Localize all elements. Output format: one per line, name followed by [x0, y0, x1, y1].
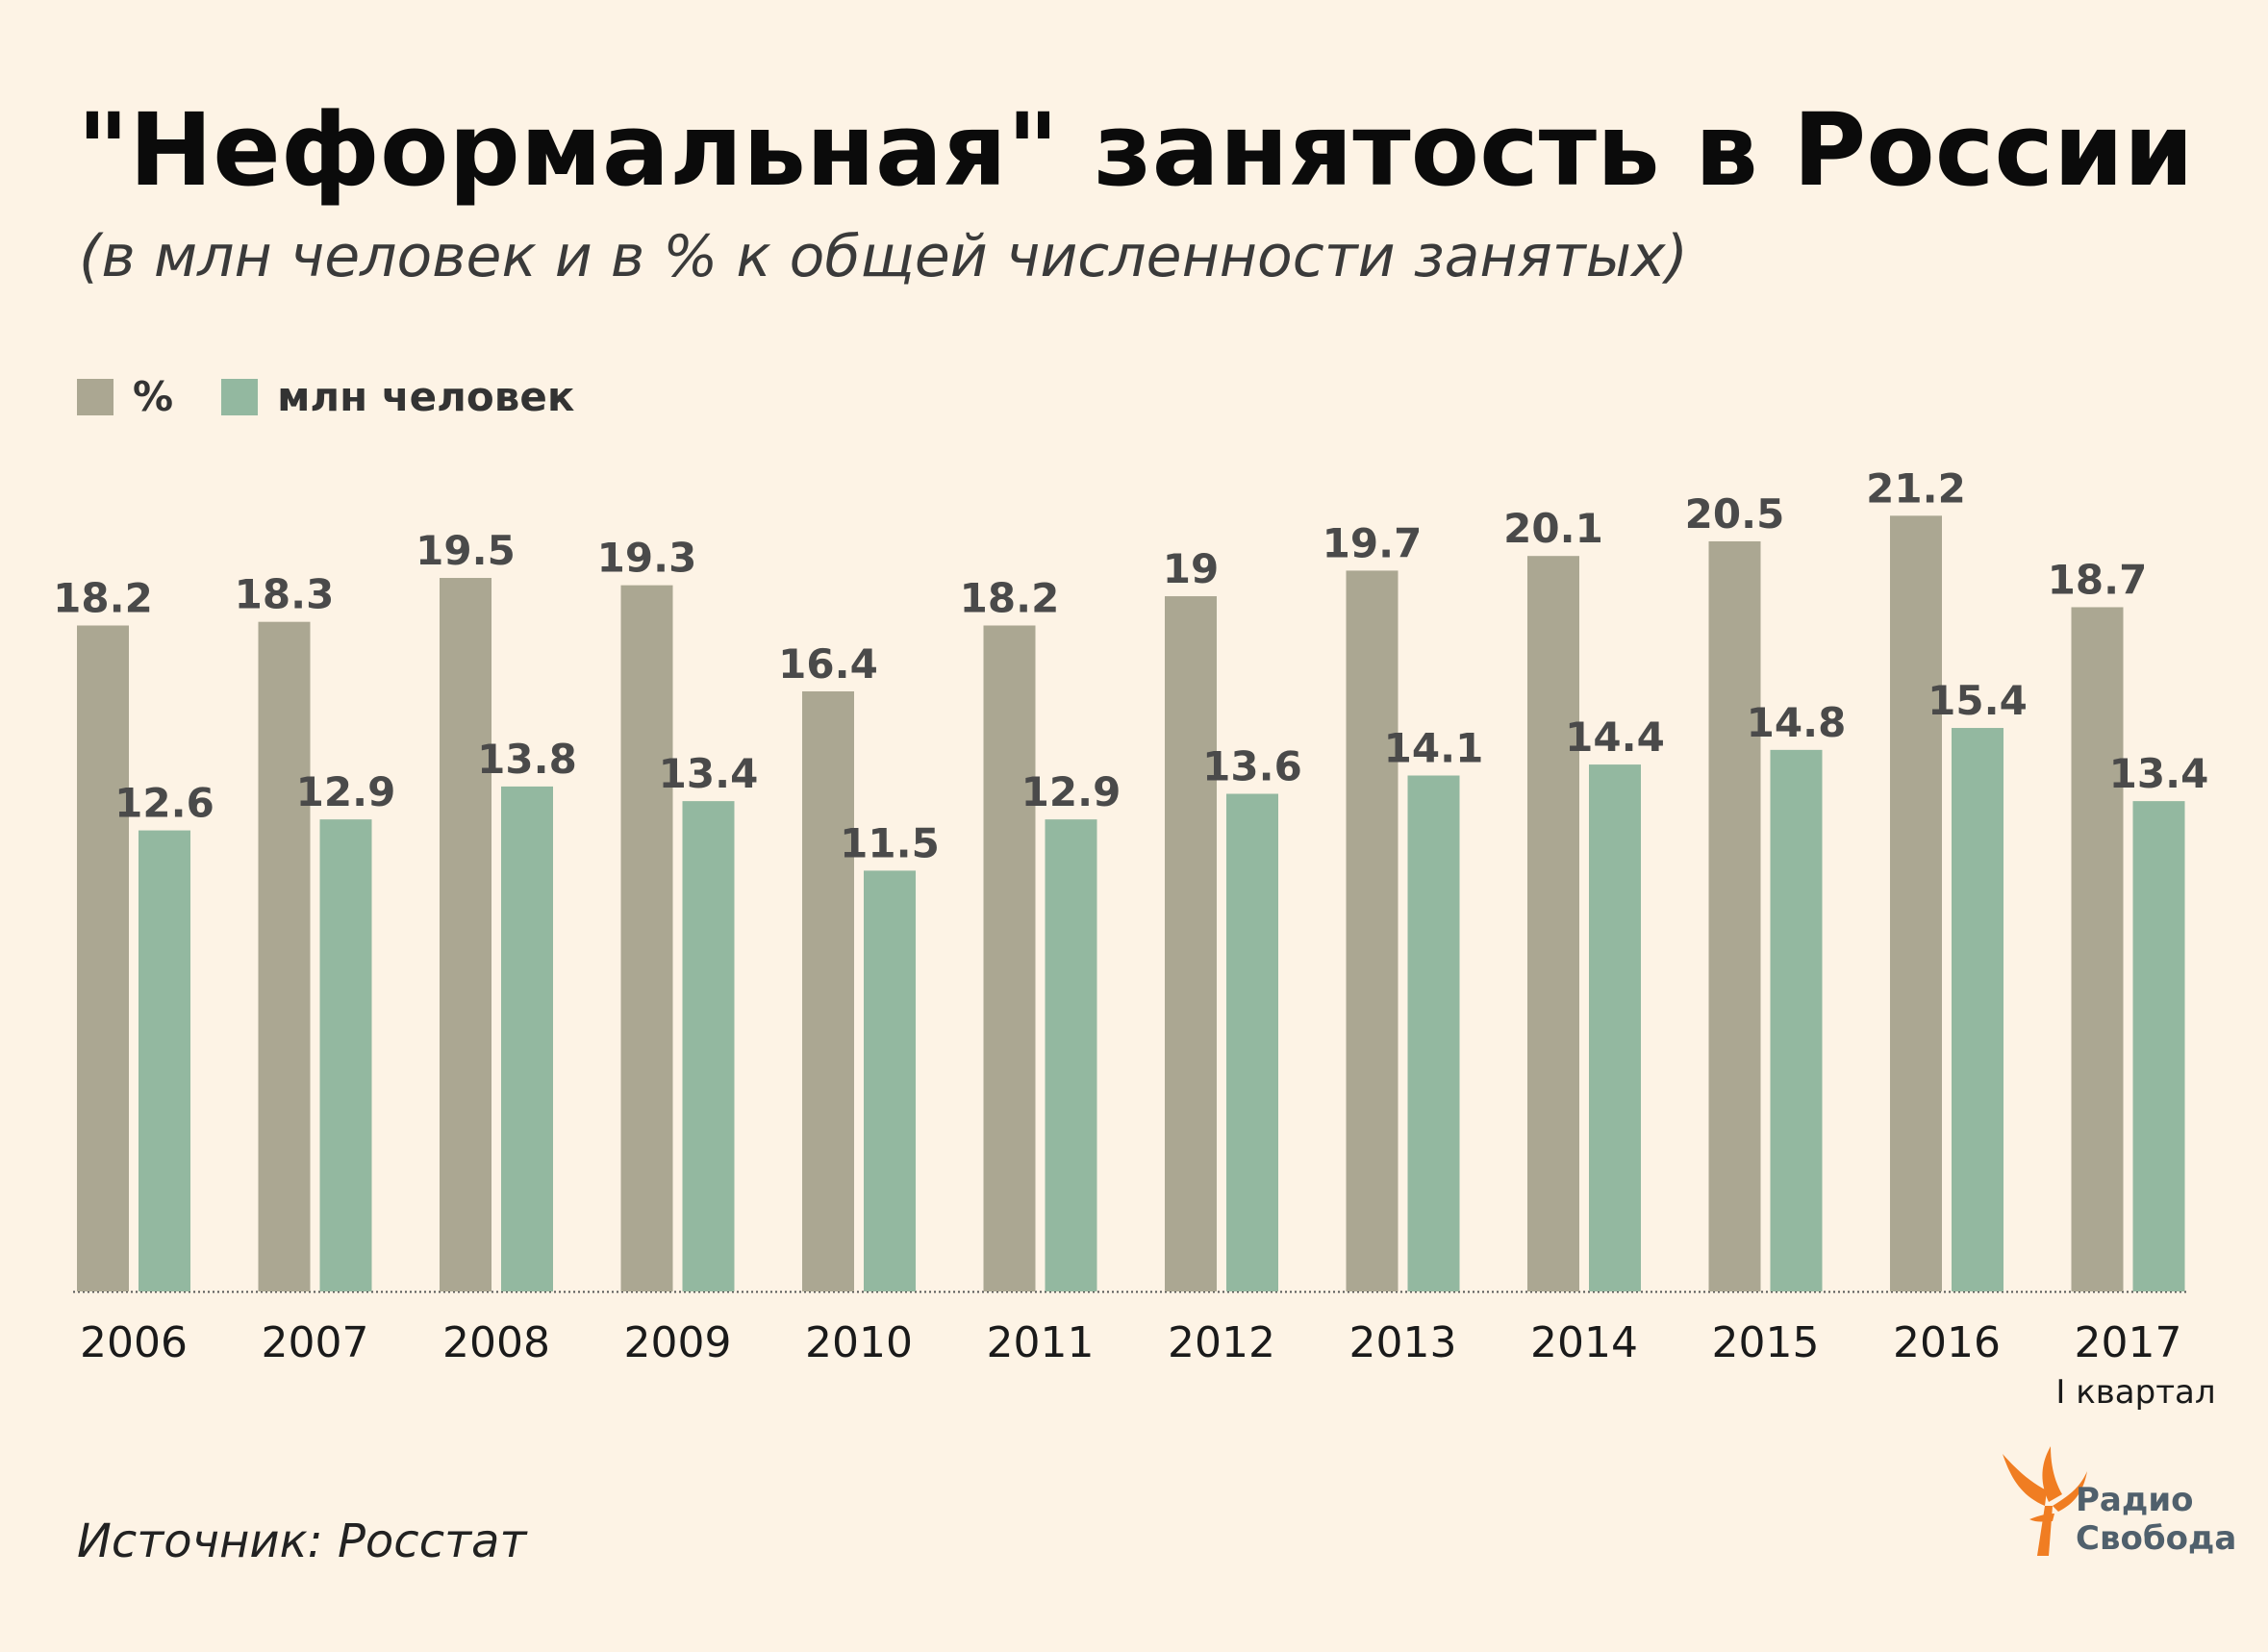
data-label-millions-2010: 11.5: [840, 819, 940, 866]
chart-title: "Неформальная" занятость в России: [77, 91, 2194, 209]
bar-millions-2015: [1770, 749, 1823, 1291]
legend-swatch-millions: [221, 378, 259, 415]
logo-line-2: Свобода: [2076, 1519, 2237, 1558]
bar-millions-2017: [2132, 801, 2185, 1291]
legend-label-percent: %: [133, 373, 174, 420]
bar-millions-2008: [501, 786, 553, 1291]
bar-percent-2011: [983, 625, 1036, 1291]
bar-percent-2017: [2071, 607, 2124, 1291]
x-tick-label-2015: 2015: [1712, 1318, 1820, 1367]
data-label-percent-2012: 19: [1163, 545, 1219, 592]
x-tick-label-2010: 2010: [805, 1318, 913, 1367]
logo-text: Радио Свобода: [2076, 1481, 2236, 1558]
data-label-percent-2015: 20.5: [1685, 490, 1785, 538]
data-label-millions-2014: 14.4: [1565, 713, 1665, 761]
legend-swatch-percent: [77, 378, 113, 415]
data-label-percent-2013: 19.7: [1323, 519, 1423, 566]
bar-percent-2007: [258, 621, 311, 1291]
legend: % млн человек: [77, 373, 622, 420]
data-label-percent-2006: 18.2: [53, 574, 153, 621]
bar-millions-2007: [319, 819, 372, 1291]
source-note: Источник: Росстат: [77, 1514, 527, 1568]
bar-millions-2013: [1407, 775, 1460, 1291]
data-label-millions-2016: 15.4: [1928, 677, 2028, 724]
bar-millions-2011: [1045, 819, 1097, 1291]
data-label-percent-2011: 18.2: [960, 574, 1060, 621]
data-label-percent-2008: 19.5: [416, 527, 516, 574]
legend-item-millions: млн человек: [221, 373, 574, 420]
bar-millions-2012: [1226, 793, 1278, 1291]
data-label-millions-2009: 13.4: [659, 750, 759, 797]
data-label-millions-2012: 13.6: [1202, 743, 1302, 790]
bar-percent-2013: [1346, 570, 1399, 1291]
data-label-millions-2011: 12.9: [1021, 768, 1121, 815]
data-label-millions-2013: 14.1: [1384, 724, 1484, 771]
bar-percent-2006: [77, 625, 129, 1291]
bar-percent-2010: [802, 690, 854, 1291]
bar-percent-2014: [1527, 556, 1579, 1291]
bar-percent-2008: [440, 578, 491, 1291]
data-label-percent-2016: 21.2: [1866, 464, 1966, 512]
bar-percent-2009: [620, 585, 673, 1291]
logo-line-1: Радио: [2076, 1481, 2194, 1519]
bar-millions-2006: [139, 830, 190, 1291]
bar-millions-2014: [1589, 764, 1641, 1291]
x-tick-label-2014: 2014: [1530, 1318, 1638, 1367]
chart-subtitle: (в млн человек и в % к общей численности…: [79, 223, 1688, 290]
x-tick-label-2017: 2017: [2075, 1318, 2182, 1367]
data-label-millions-2007: 12.9: [296, 768, 396, 815]
radio-svoboda-logo: [2003, 1446, 2087, 1556]
data-label-percent-2010: 16.4: [778, 640, 878, 688]
legend-item-percent: %: [77, 373, 173, 420]
x-tick-label-2016: 2016: [1893, 1318, 2001, 1367]
x-tick-label-2007: 2007: [262, 1318, 369, 1367]
bar-millions-2009: [682, 801, 735, 1291]
data-label-millions-2008: 13.8: [477, 736, 577, 783]
bar-percent-2015: [1708, 540, 1761, 1291]
data-label-percent-2014: 20.1: [1503, 505, 1603, 552]
x-tick-label-2011: 2011: [987, 1318, 1095, 1367]
data-label-millions-2015: 14.8: [1747, 699, 1847, 746]
bar-millions-2010: [864, 870, 916, 1291]
x-tick-note-2017: I квартал: [2055, 1373, 2215, 1412]
data-label-millions-2017: 13.4: [2109, 750, 2209, 797]
x-tick-label-2006: 2006: [80, 1318, 188, 1367]
x-tick-label-2009: 2009: [624, 1318, 732, 1367]
bar-percent-2012: [1165, 596, 1217, 1291]
data-label-millions-2006: 12.6: [114, 780, 214, 827]
legend-label-millions: млн человек: [277, 373, 575, 420]
x-tick-label-2012: 2012: [1168, 1318, 1275, 1367]
torch-icon: [2003, 1446, 2087, 1556]
data-label-percent-2009: 19.3: [597, 535, 697, 582]
data-label-percent-2007: 18.3: [235, 571, 335, 618]
x-tick-label-2008: 2008: [442, 1318, 550, 1367]
data-label-percent-2017: 18.7: [2048, 556, 2148, 603]
bar-percent-2016: [1890, 515, 1942, 1291]
bar-millions-2016: [1952, 728, 2003, 1291]
x-tick-label-2013: 2013: [1349, 1318, 1457, 1367]
